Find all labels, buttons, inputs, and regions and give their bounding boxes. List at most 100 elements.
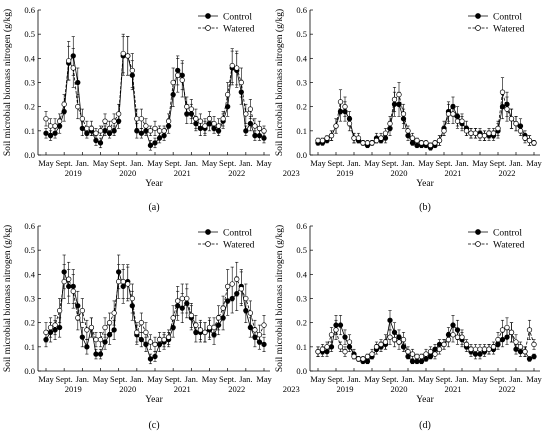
x-tick-label-month: Jan. (130, 158, 143, 168)
data-point (234, 65, 240, 71)
data-point (441, 128, 447, 134)
legend: Control Watered (468, 13, 525, 35)
data-point (111, 128, 117, 134)
x-tick-label-year: 2020 (391, 168, 408, 178)
legend-watered-marker (205, 25, 211, 31)
data-point (261, 341, 267, 348)
data-point (346, 120, 353, 127)
data-point (355, 135, 362, 141)
data-point (229, 281, 235, 287)
data-point (337, 344, 344, 350)
y-tick-label: 0.5 (296, 245, 307, 255)
data-point (256, 332, 263, 338)
data-point (342, 349, 348, 355)
data-point (495, 336, 501, 343)
data-point (66, 58, 72, 64)
data-point (229, 62, 235, 69)
x-tick-label-month: May (310, 158, 326, 168)
x-tick-label-month: Jan. (130, 374, 143, 384)
data-point (79, 307, 85, 314)
data-point (79, 334, 85, 340)
data-point (526, 327, 533, 333)
data-point (234, 276, 240, 282)
legend-control-marker (205, 229, 211, 235)
panel-label: (d) (419, 420, 431, 431)
data-point (342, 104, 348, 110)
x-axis-title: Year (145, 395, 163, 405)
data-point (147, 339, 154, 345)
data-point (261, 135, 267, 141)
y-tick-label: 0.6 (24, 221, 35, 231)
data-point (486, 130, 492, 136)
data-point (328, 133, 335, 139)
data-point (238, 79, 244, 86)
data-point (247, 310, 254, 316)
x-tick-label-month: May (364, 158, 380, 168)
data-point (156, 135, 163, 141)
data-point (215, 123, 222, 129)
x-tick-label-month: May (526, 374, 542, 384)
data-point (391, 96, 398, 103)
data-point (508, 329, 515, 335)
data-point (220, 116, 226, 122)
data-point (342, 334, 348, 340)
data-point (93, 137, 99, 144)
x-tick-label-year: 2022 (228, 384, 245, 394)
x-tick-label-month: May (472, 374, 488, 384)
data-point (147, 142, 154, 148)
x-tick-label-month: May (418, 374, 434, 384)
x-tick-label-month: Jan. (509, 158, 522, 168)
panel-label: (c) (148, 420, 159, 431)
data-point (450, 332, 456, 338)
legend-control-label: Control (493, 229, 522, 239)
legend-control-label: Control (223, 229, 252, 239)
data-point (79, 116, 85, 122)
data-point (43, 130, 49, 136)
data-point (88, 125, 95, 132)
data-point (351, 135, 357, 141)
data-point (84, 344, 90, 350)
data-point (225, 283, 231, 290)
data-point (106, 125, 113, 132)
y-axis-title: Soil microbial biomass nitrogen (g/kg) (2, 9, 13, 156)
data-point (454, 334, 461, 340)
data-point (52, 322, 58, 328)
legend-watered-marker (205, 241, 211, 247)
data-point (414, 358, 420, 364)
data-point (47, 324, 54, 331)
data-point (468, 346, 474, 352)
x-tick-label-year: 2023 (283, 168, 300, 178)
data-point (369, 351, 375, 357)
data-point (454, 118, 461, 124)
data-point (499, 327, 506, 333)
y-tick-label: 0.5 (296, 29, 307, 39)
data-point (364, 140, 371, 146)
legend-control-marker (205, 13, 211, 19)
x-tick-label-month: May (256, 158, 272, 168)
data-point (243, 111, 249, 117)
x-tick-label-month: May (310, 374, 326, 384)
data-point (436, 346, 443, 352)
x-tick-label-month: Jan. (76, 158, 89, 168)
y-tick-label: 0.3 (24, 78, 35, 88)
data-point (66, 276, 72, 282)
data-point (197, 118, 204, 124)
data-point (477, 133, 483, 139)
x-tick-label-year: 2021 (174, 168, 191, 178)
data-point (243, 128, 249, 134)
data-point (486, 346, 492, 352)
x-tick-label-month: Jan. (401, 374, 414, 384)
x-tick-label-year: 2021 (445, 168, 462, 178)
data-point (504, 106, 510, 112)
data-point (531, 353, 537, 360)
x-axis-title: Year (145, 179, 163, 189)
x-tick-label-month: Jan. (455, 374, 468, 384)
x-tick-label-month: May (93, 158, 109, 168)
x-tick-label-month: Sept. (435, 158, 452, 168)
series-watered (315, 317, 537, 362)
legend-watered-label: Watered (493, 241, 525, 251)
data-point (143, 329, 149, 335)
data-point (396, 91, 402, 98)
